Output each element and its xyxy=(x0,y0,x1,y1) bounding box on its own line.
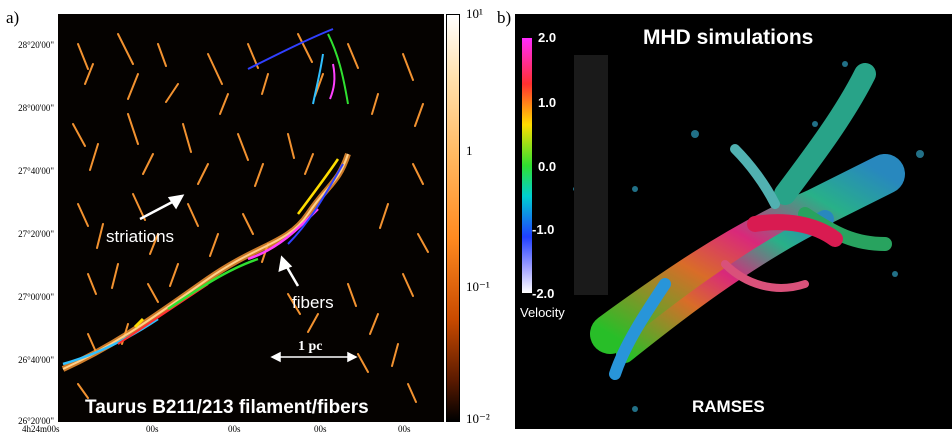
velocity-tick: -2.0 xyxy=(532,286,555,301)
y-tick-label: 27°20'00" xyxy=(18,229,54,239)
panel-b-title: MHD simulations xyxy=(643,26,814,49)
colorbar-tick: 10⁻² xyxy=(466,411,490,426)
velocity-tick: 1.0 xyxy=(538,95,557,110)
taurus-filament-image xyxy=(58,14,444,422)
colorbar-tick: 10⁻¹ xyxy=(466,279,490,294)
fibers-annotation: fibers xyxy=(292,293,334,312)
y-tick-label: 26°20'00" xyxy=(18,416,54,426)
striations-annotation: striations xyxy=(106,227,175,246)
panel-a-label: a) xyxy=(6,8,20,27)
panel-a-caption: Taurus B211/213 filament/fibers xyxy=(85,397,369,418)
colorbar-tick: 1 xyxy=(466,143,473,158)
velocity-colorbar xyxy=(522,38,532,293)
x-tick-label: 00s xyxy=(314,424,327,434)
scale-bar-label: 1 pc xyxy=(298,339,323,354)
code-label: RAMSES xyxy=(692,397,765,416)
velocity-tick: 0.0 xyxy=(538,159,557,174)
filament-map xyxy=(61,28,429,403)
velocity-tick: -1.0 xyxy=(532,222,555,237)
velocity-tick: 2.0 xyxy=(538,30,557,45)
x-tick-label: 4h24m00s xyxy=(22,424,60,434)
y-tick-label: 27°40'00" xyxy=(18,166,54,176)
colorbar-tick: 10¹ xyxy=(466,6,483,21)
colorbar-track xyxy=(574,55,608,295)
y-tick-label: 28°00'00" xyxy=(18,103,54,113)
x-tick-label: 00s xyxy=(398,424,411,434)
x-tick-label: 00s xyxy=(228,424,241,434)
y-tick-label: 27°00'00" xyxy=(18,292,54,302)
panel-b-label: b) xyxy=(497,8,512,27)
velocity-label: Velocity xyxy=(520,305,565,320)
simulation-render xyxy=(573,61,924,412)
column-density-colorbar xyxy=(446,14,460,422)
y-tick-label: 26°40'00" xyxy=(18,355,54,365)
y-tick-label: 28°20'00" xyxy=(18,40,54,50)
x-tick-label: 00s xyxy=(146,424,159,434)
